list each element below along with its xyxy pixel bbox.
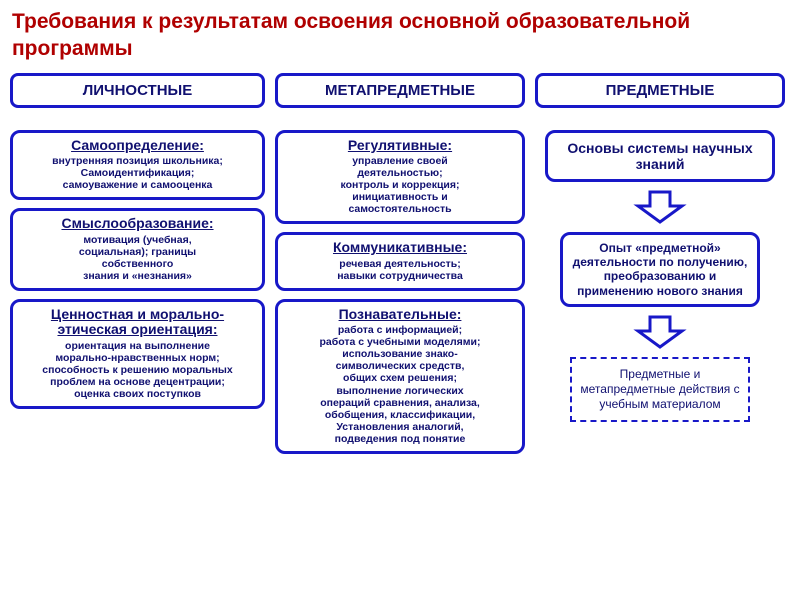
box-basis: Основы системы научных знаний bbox=[545, 130, 775, 182]
arrow-down-icon bbox=[632, 190, 688, 224]
columns-container: ЛИЧНОСТНЫЕ Самоопределение: внутренняя п… bbox=[0, 73, 800, 454]
heading: Познавательные: bbox=[284, 307, 516, 322]
body: мотивация (учебная,социальная); границыс… bbox=[19, 234, 256, 282]
body: речевая деятельность;навыки сотрудничест… bbox=[284, 258, 516, 282]
box-sense-making: Смыслообразование: мотивация (учебная,со… bbox=[10, 208, 265, 291]
arrow-down-icon bbox=[632, 315, 688, 349]
box-communicative: Коммуникативные: речевая деятельность;на… bbox=[275, 232, 525, 291]
box-regulatory: Регулятивные: управление своейдеятельнос… bbox=[275, 130, 525, 225]
heading: Смыслообразование: bbox=[19, 216, 256, 231]
header-personal: ЛИЧНОСТНЫЕ bbox=[10, 73, 265, 108]
heading: Коммуникативные: bbox=[284, 240, 516, 255]
page-title: Требования к результатам освоения основн… bbox=[0, 0, 800, 73]
box-ethical-orientation: Ценностная и морально-этическая ориентац… bbox=[10, 299, 265, 409]
box-actions: Предметные и метапредметные действия с у… bbox=[570, 357, 750, 422]
column-subject: ПРЕДМЕТНЫЕ Основы системы научных знаний… bbox=[535, 73, 785, 423]
header-subject: ПРЕДМЕТНЫЕ bbox=[535, 73, 785, 108]
box-experience: Опыт «предметной» деятельности по получе… bbox=[560, 232, 760, 308]
body: ориентация на выполнениеморально-нравств… bbox=[19, 340, 256, 400]
heading: Самоопределение: bbox=[19, 138, 256, 153]
body: внутренняя позиция школьника;Самоидентиф… bbox=[19, 155, 256, 191]
heading: Регулятивные: bbox=[284, 138, 516, 153]
box-cognitive: Познавательные: работа с информацией;раб… bbox=[275, 299, 525, 454]
column-meta: МЕТАПРЕДМЕТНЫЕ Регулятивные: управление … bbox=[275, 73, 525, 454]
column-personal: ЛИЧНОСТНЫЕ Самоопределение: внутренняя п… bbox=[10, 73, 265, 409]
heading: Ценностная и морально-этическая ориентац… bbox=[19, 307, 256, 338]
body: работа с информацией;работа с учебными м… bbox=[284, 324, 516, 445]
header-meta: МЕТАПРЕДМЕТНЫЕ bbox=[275, 73, 525, 108]
body: управление своейдеятельностью;контроль и… bbox=[284, 155, 516, 215]
box-self-determination: Самоопределение: внутренняя позиция школ… bbox=[10, 130, 265, 201]
